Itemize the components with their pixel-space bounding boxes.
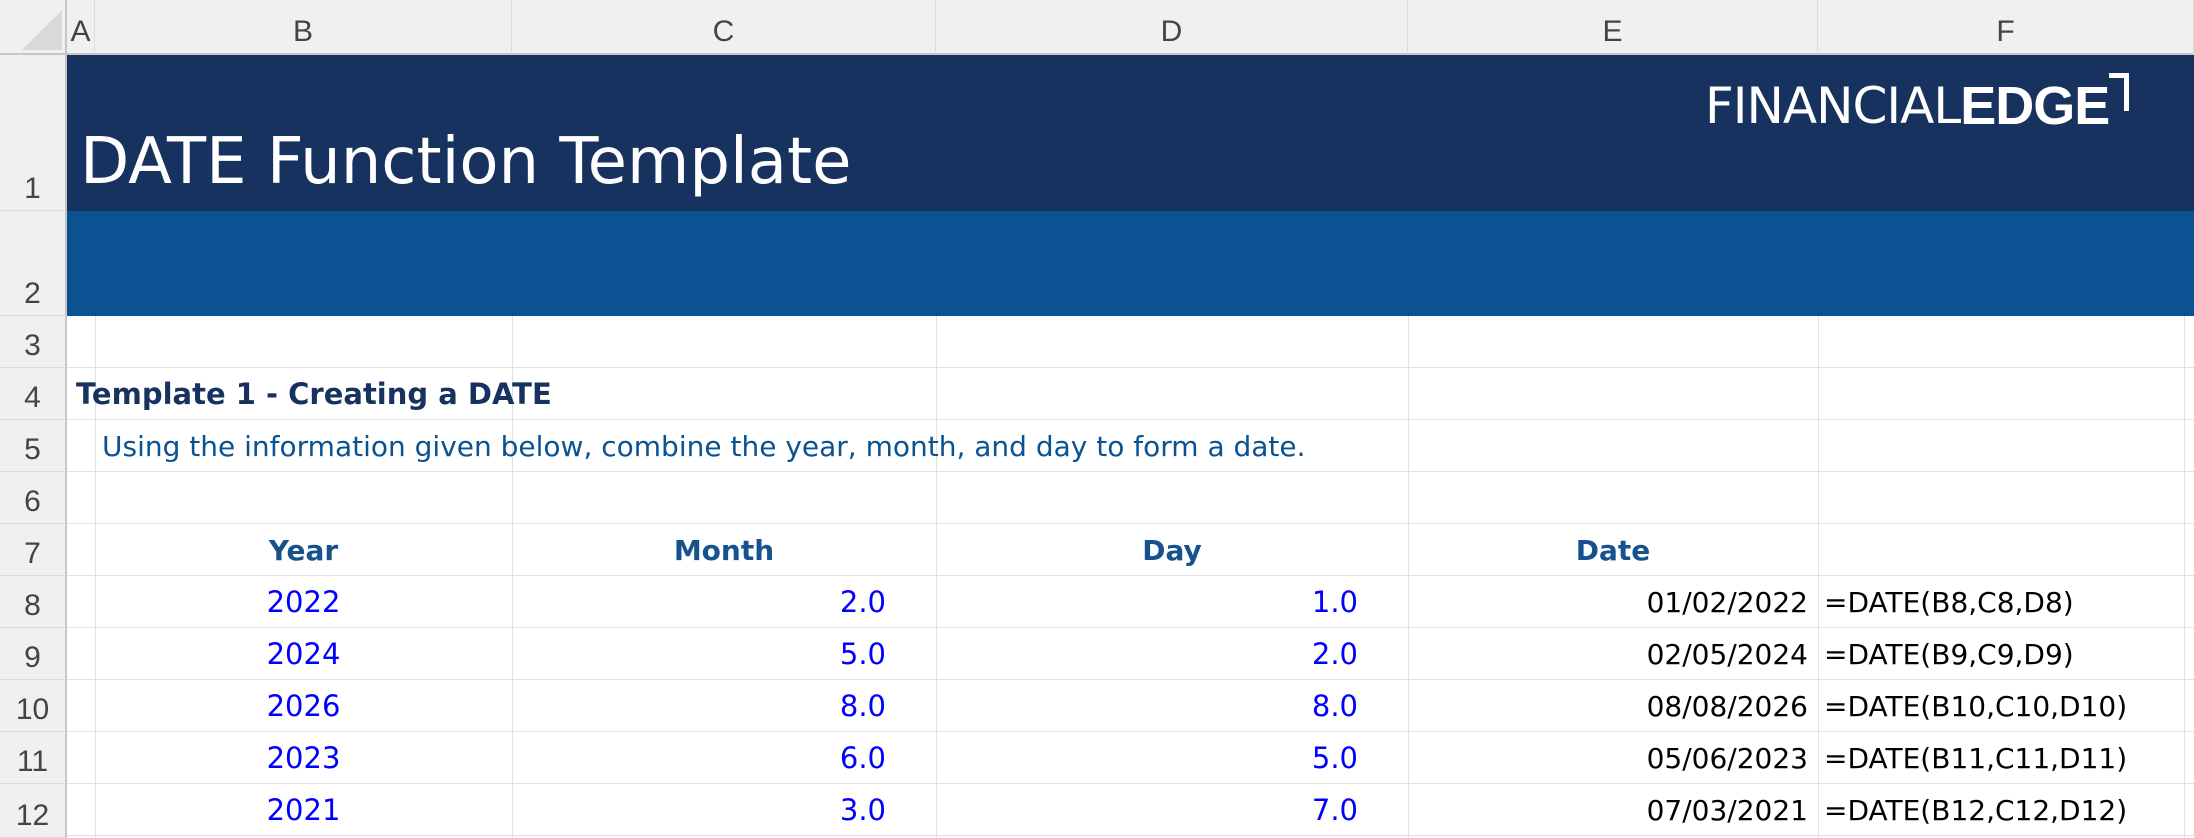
gridline <box>936 316 937 838</box>
financial-edge-logo: FINANCIAL EDGE <box>1705 73 2130 137</box>
logo-text-bold: EDGE <box>1960 76 2110 136</box>
gridline <box>67 679 2194 680</box>
cell-date[interactable]: 02/05/2024 <box>1646 637 1808 671</box>
column-header-e[interactable]: E <box>1408 0 1818 55</box>
column-header-f[interactable]: F <box>1818 0 2194 55</box>
cell-formula[interactable]: =DATE(B12,C12,D12) <box>1824 793 2128 827</box>
cell-formula[interactable]: =DATE(B8,C8,D8) <box>1824 585 2074 619</box>
row-header-11[interactable]: 11 <box>0 732 67 784</box>
cell-month[interactable]: 8.0 <box>839 689 886 723</box>
gridline <box>67 835 2194 836</box>
column-header-c[interactable]: C <box>512 0 936 55</box>
row-header-3[interactable]: 3 <box>0 316 67 368</box>
gridline <box>67 419 2194 420</box>
row-header-12[interactable]: 12 <box>0 784 67 838</box>
cell-formula[interactable]: =DATE(B10,C10,D10) <box>1824 689 2128 723</box>
cell-day[interactable]: 5.0 <box>1311 741 1358 775</box>
row-header-10[interactable]: 10 <box>0 680 67 732</box>
cell-day[interactable]: 8.0 <box>1311 689 1358 723</box>
column-header-b[interactable]: B <box>95 0 512 55</box>
row-header-5[interactable]: 5 <box>0 420 67 472</box>
header-date[interactable]: Date <box>1575 533 1651 567</box>
row-header-4[interactable]: 4 <box>0 368 67 420</box>
cell-date[interactable]: 08/08/2026 <box>1646 689 1808 723</box>
cell-year[interactable]: 2022 <box>266 585 341 619</box>
cell-month[interactable]: 2.0 <box>839 585 886 619</box>
gridline <box>2184 316 2185 838</box>
instruction-text[interactable]: Using the information given below, combi… <box>102 429 1306 463</box>
cell-date[interactable]: 07/03/2021 <box>1646 793 1808 827</box>
select-all-corner[interactable] <box>0 0 67 55</box>
logo-text-light: FINANCIAL <box>1705 77 1961 135</box>
gridline <box>1818 316 1819 838</box>
cell-day[interactable]: 7.0 <box>1311 793 1358 827</box>
header-month[interactable]: Month <box>673 533 775 567</box>
gridline <box>512 316 513 838</box>
row-header-2[interactable]: 2 <box>0 211 67 316</box>
header-year[interactable]: Year <box>268 533 339 567</box>
gridline <box>67 731 2194 732</box>
gridline <box>67 367 2194 368</box>
row-header-6[interactable]: 6 <box>0 472 67 524</box>
cell-year[interactable]: 2021 <box>266 793 341 827</box>
page-title[interactable]: DATE Function Template <box>80 125 852 199</box>
row-header-9[interactable]: 9 <box>0 628 67 680</box>
cell-month[interactable]: 3.0 <box>839 793 886 827</box>
cell-year[interactable]: 2026 <box>266 689 341 723</box>
title-banner <box>67 55 2194 211</box>
row-header-8[interactable]: 8 <box>0 576 67 628</box>
cell-date[interactable]: 01/02/2022 <box>1646 585 1808 619</box>
gridline <box>1408 316 1409 838</box>
gridline <box>67 783 2194 784</box>
column-header-d[interactable]: D <box>936 0 1408 55</box>
column-header-a[interactable]: A <box>67 0 95 55</box>
row-header-1[interactable]: 1 <box>0 55 67 211</box>
subtitle-banner <box>67 211 2194 316</box>
gridline <box>67 627 2194 628</box>
row-header-7[interactable]: 7 <box>0 524 67 576</box>
cell-month[interactable]: 6.0 <box>839 741 886 775</box>
header-day[interactable]: Day <box>1142 533 1202 567</box>
cell-formula[interactable]: =DATE(B11,C11,D11) <box>1824 741 2128 775</box>
cell-date[interactable]: 05/06/2023 <box>1646 741 1808 775</box>
gridline <box>67 471 2194 472</box>
logo-arrow-icon <box>2109 73 2130 111</box>
section-heading[interactable]: Template 1 - Creating a DATE <box>76 377 552 411</box>
cell-year[interactable]: 2023 <box>266 741 341 775</box>
cell-day[interactable]: 1.0 <box>1311 585 1358 619</box>
cell-year[interactable]: 2024 <box>266 637 341 671</box>
gridline <box>67 523 2194 524</box>
cell-month[interactable]: 5.0 <box>839 637 886 671</box>
cell-day[interactable]: 2.0 <box>1311 637 1358 671</box>
gridline <box>67 575 2194 576</box>
cell-formula[interactable]: =DATE(B9,C9,D9) <box>1824 637 2074 671</box>
gridline <box>95 316 96 838</box>
